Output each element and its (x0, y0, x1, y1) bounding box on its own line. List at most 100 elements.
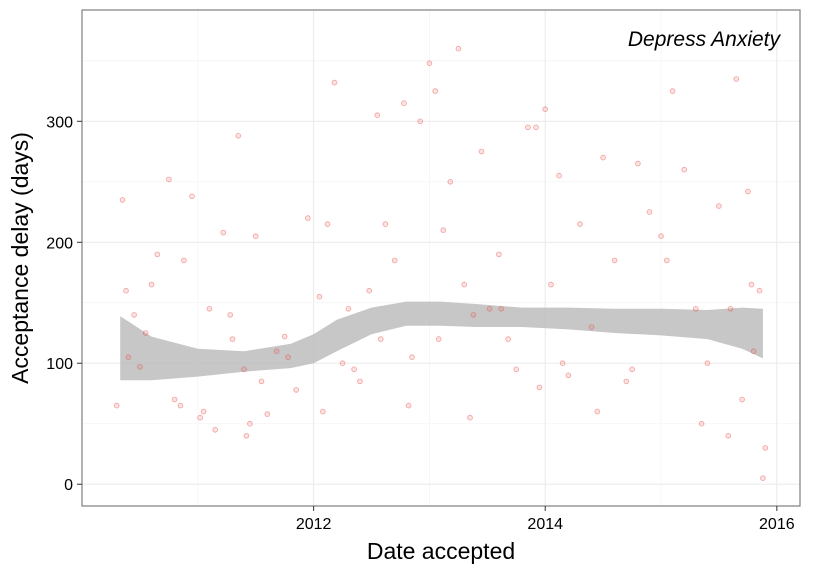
data-point (455, 45, 462, 52)
data-point (556, 172, 562, 179)
data-point (725, 432, 731, 439)
data-point (716, 203, 722, 209)
data-point (505, 336, 512, 342)
data-point (281, 333, 288, 340)
data-point (629, 366, 635, 373)
data-point (374, 112, 381, 118)
data-point (748, 281, 755, 288)
data-point (123, 287, 129, 294)
data-point (486, 305, 493, 312)
data-point (548, 281, 554, 288)
data-point (470, 312, 477, 318)
data-point (669, 88, 676, 94)
data-point (197, 414, 203, 421)
data-point (405, 402, 412, 409)
data-point (119, 197, 126, 203)
data-point (756, 287, 763, 294)
data-point (235, 133, 242, 139)
x-tick-label: 2016 (759, 516, 795, 533)
data-point (623, 378, 630, 385)
data-point (339, 360, 346, 367)
data-point (525, 124, 531, 131)
data-point (229, 336, 236, 342)
data-point (189, 193, 195, 200)
data-point (243, 432, 250, 439)
data-point (704, 360, 711, 367)
data-point (142, 330, 149, 336)
y-axis-title: Acceptance delay (days) (7, 132, 33, 384)
data-point (366, 287, 373, 294)
data-point (600, 154, 606, 161)
x-axis: 2012 2014 2016 (296, 506, 795, 533)
data-point (212, 426, 219, 433)
data-point (166, 176, 172, 183)
data-point (258, 378, 265, 385)
smooth-fit-layer (120, 301, 763, 381)
data-point (331, 79, 338, 86)
data-point (513, 366, 520, 373)
data-point (536, 384, 543, 391)
data-point (681, 166, 687, 173)
panel-border (81, 9, 801, 507)
panel-annotation: Depress Anxiety (628, 28, 782, 51)
data-point (304, 215, 311, 221)
data-point (435, 336, 442, 342)
data-point (467, 414, 473, 421)
data-point (264, 411, 271, 417)
data-point (177, 402, 184, 409)
data-point (137, 364, 143, 370)
data-point (498, 305, 505, 312)
data-point (461, 281, 468, 288)
scatter-points (113, 45, 769, 482)
y-tick-label: 0 (64, 477, 73, 494)
x-tick-label: 2014 (527, 516, 563, 533)
data-point (533, 124, 539, 131)
data-point (611, 257, 618, 264)
data-point (345, 305, 352, 312)
data-point (227, 312, 234, 318)
y-tick-label: 300 (46, 114, 73, 131)
x-tick-label: 2012 (296, 516, 332, 533)
data-point (391, 257, 398, 264)
data-point (154, 251, 161, 258)
data-point (273, 348, 280, 355)
data-point (316, 293, 323, 300)
x-axis-title: Date accepted (367, 538, 515, 564)
data-point (432, 88, 439, 94)
data-point (739, 396, 745, 403)
data-point (320, 408, 326, 415)
data-point (762, 445, 769, 451)
data-point (148, 281, 155, 288)
panel-background (82, 10, 800, 506)
data-point (417, 118, 424, 125)
data-point (565, 372, 572, 379)
data-point (663, 257, 670, 264)
data-point (324, 221, 331, 227)
data-point (478, 148, 485, 155)
data-point (377, 336, 384, 342)
data-point (559, 360, 566, 367)
data-point (577, 221, 583, 227)
y-tick-label: 200 (46, 235, 73, 252)
data-point (181, 257, 187, 264)
data-point (447, 179, 454, 185)
confidence-band (120, 301, 763, 381)
data-point (293, 387, 300, 393)
data-point (496, 251, 502, 258)
data-point (351, 366, 357, 373)
data-point (426, 60, 433, 66)
data-point (588, 324, 595, 330)
data-point (594, 408, 601, 415)
data-point (247, 420, 253, 427)
data-point (727, 305, 734, 312)
data-point (285, 354, 291, 361)
y-tick-label: 100 (46, 356, 73, 373)
data-point (171, 396, 178, 403)
data-point (200, 408, 207, 415)
data-point (401, 100, 407, 106)
y-axis: 0 100 200 300 (46, 114, 82, 494)
data-point (131, 312, 137, 318)
data-point (357, 378, 363, 385)
data-point (646, 209, 653, 215)
